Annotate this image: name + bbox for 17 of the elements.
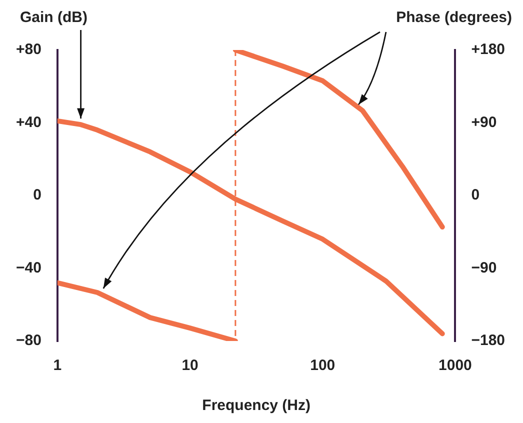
- y2-axis-title: Phase (degrees): [396, 9, 512, 26]
- x-tick-label: 1000: [438, 357, 472, 374]
- y-tick-label: 0: [33, 186, 42, 204]
- y-tick-label: −40: [16, 259, 42, 276]
- x-tick-label: 10: [182, 357, 198, 374]
- y-tick-label: +80: [16, 41, 42, 58]
- y-tick-label: −80: [16, 332, 42, 350]
- y-axis-title: Gain (dB): [20, 9, 88, 26]
- x-axis-title: Frequency (Hz): [202, 397, 311, 414]
- y-tick-label: +40: [16, 114, 42, 131]
- y2-tick-label: +180: [471, 41, 506, 58]
- y2-tick-label: −180: [471, 332, 506, 350]
- x-tick-label: 1: [53, 357, 62, 374]
- x-tick-label: 100: [310, 357, 336, 374]
- y2-tick-label: +90: [471, 114, 497, 131]
- y2-tick-label: −90: [471, 259, 497, 276]
- y2-tick-label: 0: [471, 186, 480, 204]
